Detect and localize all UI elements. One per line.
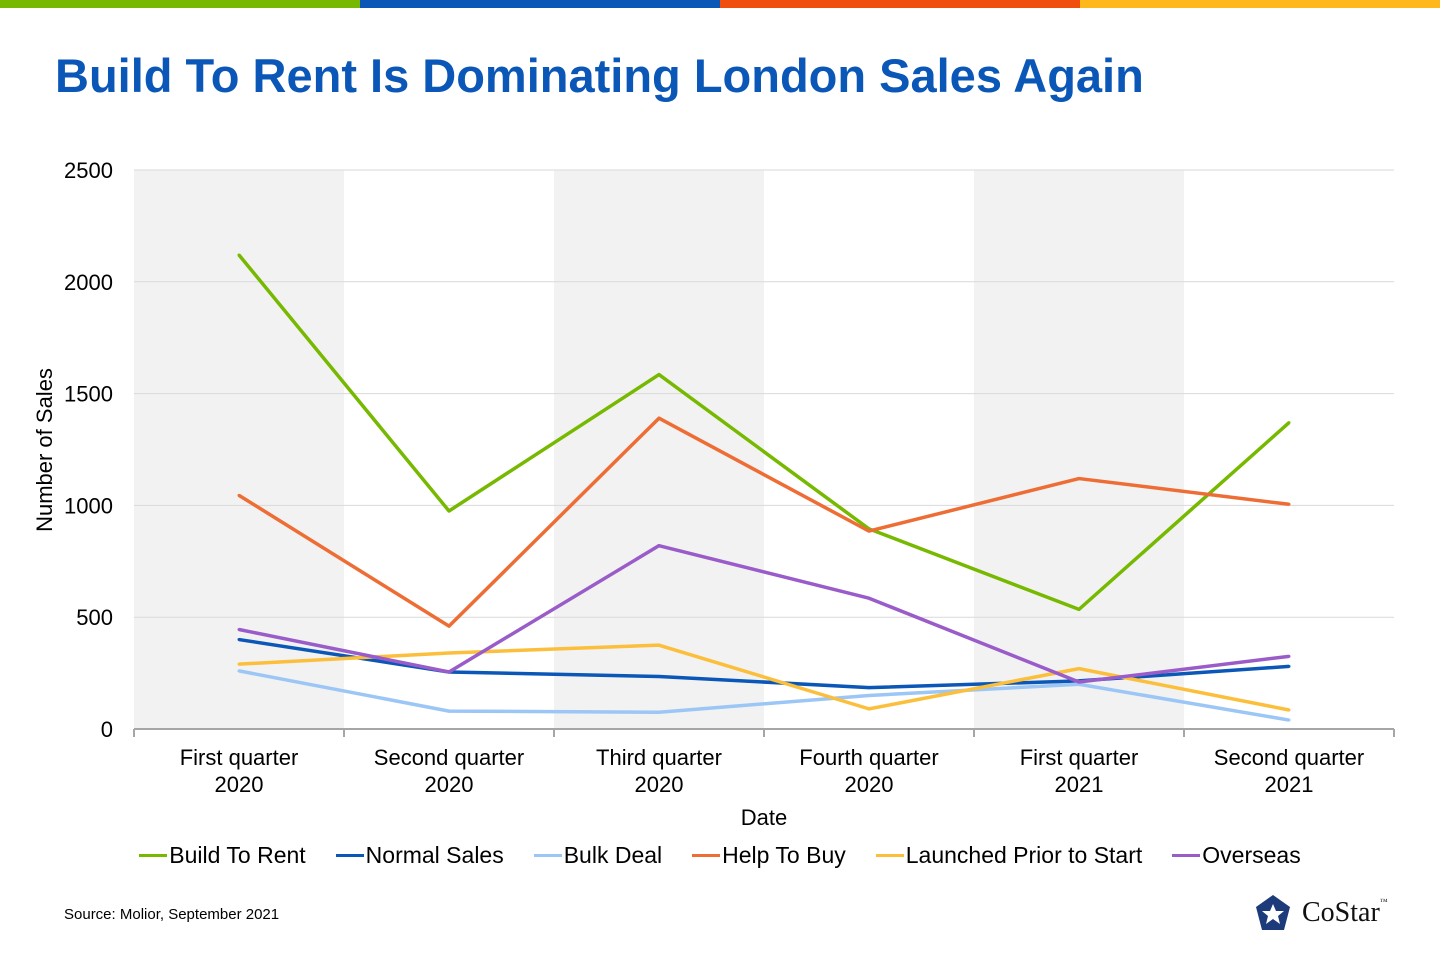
- x-tick-label: 2021: [1265, 772, 1314, 797]
- x-tick-label: 2021: [1055, 772, 1104, 797]
- x-tick-label: 2020: [425, 772, 474, 797]
- data-point: [657, 674, 661, 678]
- y-tick-label: 1500: [64, 382, 113, 407]
- logo-text: CoStar™: [1302, 897, 1388, 929]
- series-line-build-to-rent: [237, 253, 1291, 612]
- series-line-help-to-buy: [238, 416, 1290, 628]
- data-point: [237, 669, 241, 673]
- legend-swatch: [335, 854, 364, 857]
- x-tick-label: First quarter: [180, 745, 299, 770]
- x-axis-label: Date: [741, 805, 787, 830]
- y-tick-label: 2000: [64, 270, 113, 295]
- data-point: [657, 373, 661, 377]
- data-point: [447, 709, 451, 713]
- data-point: [1287, 708, 1291, 712]
- legend-item: Help To Buy: [692, 842, 846, 869]
- data-point: [447, 624, 451, 628]
- data-point: [447, 651, 451, 655]
- x-tick-label: Second quarter: [1214, 745, 1364, 770]
- page-title: Build To Rent Is Dominating London Sales…: [55, 49, 1144, 102]
- data-point: [1287, 421, 1291, 425]
- data-point: [237, 253, 241, 257]
- y-axis-label: Number of Sales: [32, 368, 57, 532]
- top-bar-segment: [360, 0, 720, 8]
- x-tick-label: 2020: [635, 772, 684, 797]
- data-point: [1077, 607, 1081, 611]
- data-point: [1287, 654, 1291, 658]
- data-point: [1077, 667, 1081, 671]
- x-tick-label: Third quarter: [596, 745, 722, 770]
- logo-wordmark: CoStar: [1302, 897, 1380, 928]
- legend-label: Normal Sales: [365, 842, 504, 868]
- band: [134, 170, 344, 729]
- y-tick-label: 1000: [64, 493, 113, 518]
- x-tick-label: 2020: [215, 772, 264, 797]
- data-point: [867, 596, 871, 600]
- costar-star-icon: [1256, 895, 1290, 930]
- data-point: [867, 686, 871, 690]
- data-point: [1077, 477, 1081, 481]
- series-line-bulk-deal: [238, 669, 1290, 722]
- legend-item: Normal Sales: [335, 842, 504, 869]
- data-point: [237, 662, 241, 666]
- data-point: [237, 493, 241, 497]
- source-note: Source: Molior, September 2021: [64, 906, 280, 923]
- band: [974, 170, 1184, 729]
- legend-item: Launched Prior to Start: [875, 842, 1143, 869]
- series-line-overseas: [238, 543, 1290, 684]
- data-point: [1077, 680, 1081, 684]
- data-point: [657, 544, 661, 548]
- data-point: [1287, 718, 1291, 722]
- legend-swatch: [533, 854, 562, 857]
- data-point: [867, 693, 871, 697]
- data-point: [447, 670, 451, 674]
- legend-swatch: [875, 854, 904, 857]
- data-point: [657, 710, 661, 714]
- data-point: [657, 416, 661, 420]
- top-bar-segment: [720, 0, 1080, 8]
- trademark: ™: [1379, 897, 1388, 906]
- data-point: [867, 707, 871, 711]
- data-point: [447, 509, 451, 513]
- data-point: [1287, 664, 1291, 668]
- chart-legend: Build To Rent Normal Sales Bulk Deal Help T…: [0, 842, 1440, 869]
- legend-swatch: [139, 854, 168, 857]
- legend-item: Overseas: [1172, 842, 1301, 869]
- x-tick-label: First quarter: [1020, 745, 1139, 770]
- top-bar-segment: [1080, 0, 1440, 8]
- top-bar-segment: [0, 0, 360, 8]
- x-tick-label: Fourth quarter: [799, 745, 938, 770]
- x-tick-label: 2020: [845, 772, 894, 797]
- legend-item: Build To Rent: [139, 842, 306, 869]
- legend-label: Launched Prior to Start: [905, 842, 1143, 868]
- legend-label: Help To Buy: [722, 842, 846, 868]
- data-point: [237, 638, 241, 642]
- legend-item: Bulk Deal: [533, 842, 663, 869]
- data-point: [1287, 502, 1291, 506]
- band: [554, 170, 764, 729]
- legend-swatch: [1172, 854, 1201, 857]
- data-point: [867, 529, 871, 533]
- y-tick-label: 500: [76, 605, 113, 630]
- y-tick-label: 2500: [64, 158, 113, 183]
- legend-label: Build To Rent: [169, 842, 306, 868]
- x-tick-label: Second quarter: [374, 745, 524, 770]
- costar-logo: CoStar™: [1254, 894, 1388, 932]
- data-point: [237, 627, 241, 631]
- legend-label: Bulk Deal: [563, 842, 663, 868]
- data-point: [657, 643, 661, 647]
- top-color-bar: [0, 0, 1440, 8]
- legend-swatch: [692, 854, 721, 857]
- series-line-launched-prior-to-start: [238, 643, 1290, 712]
- y-tick-label: 0: [101, 717, 113, 742]
- legend-label: Overseas: [1202, 842, 1301, 868]
